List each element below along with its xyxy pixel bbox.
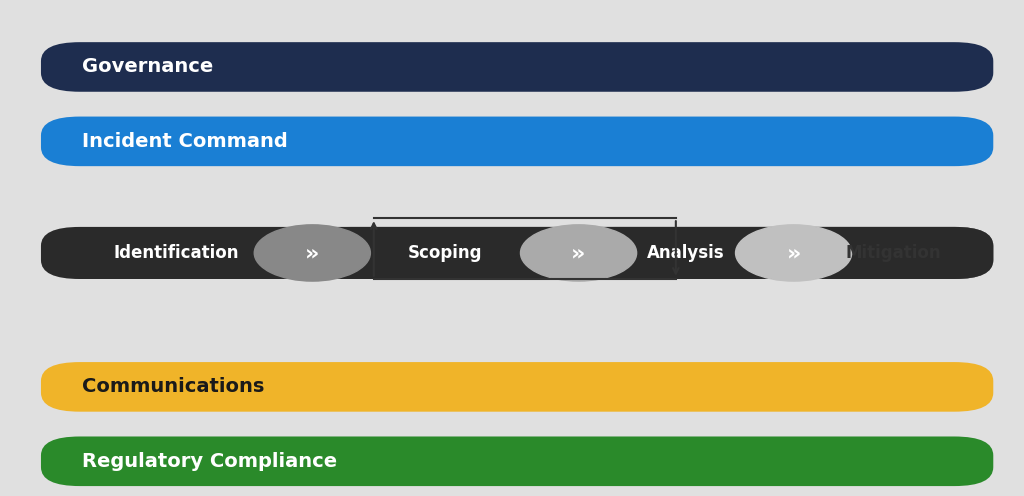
Text: Regulatory Compliance: Regulatory Compliance [82, 452, 337, 471]
Text: Governance: Governance [82, 58, 213, 76]
Text: Analysis: Analysis [647, 244, 725, 262]
FancyBboxPatch shape [41, 227, 993, 279]
Circle shape [735, 225, 852, 281]
Text: »: » [571, 243, 586, 263]
Text: Mitigation: Mitigation [846, 244, 941, 262]
FancyBboxPatch shape [41, 117, 993, 166]
Text: Scoping: Scoping [409, 244, 482, 262]
Text: Identification: Identification [114, 244, 240, 262]
FancyBboxPatch shape [41, 42, 993, 92]
Text: »: » [786, 243, 801, 263]
Circle shape [520, 225, 637, 281]
FancyBboxPatch shape [41, 227, 993, 279]
Text: Incident Command: Incident Command [82, 132, 288, 151]
Text: »: » [305, 243, 319, 263]
Text: Communications: Communications [82, 377, 264, 396]
FancyBboxPatch shape [312, 227, 993, 279]
FancyBboxPatch shape [41, 436, 993, 486]
FancyBboxPatch shape [41, 362, 993, 412]
FancyBboxPatch shape [579, 227, 993, 279]
Circle shape [254, 225, 371, 281]
